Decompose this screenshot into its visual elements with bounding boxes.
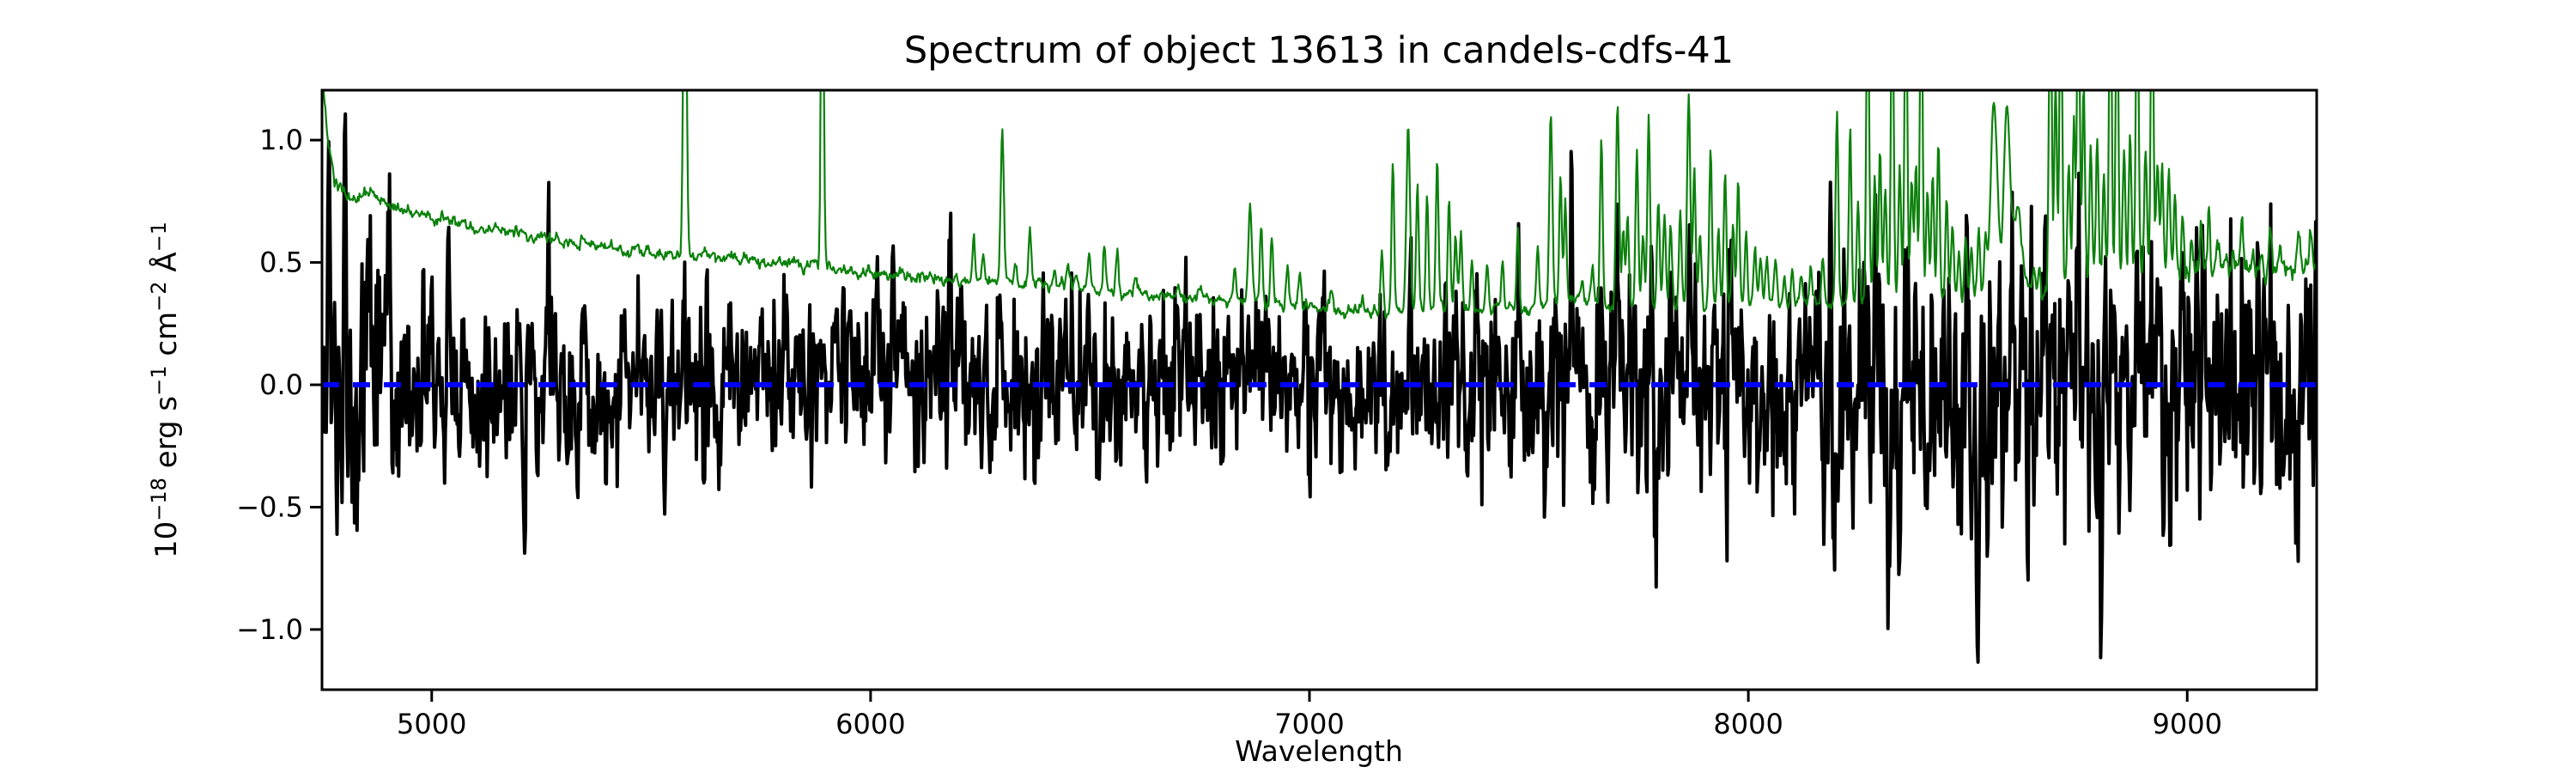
x-tick-label: 7000	[1274, 708, 1344, 740]
y-tick-label: −1.0	[236, 613, 303, 646]
y-axis-ticks: 1.0 0.5 0.0 −0.5 −1.0	[236, 124, 322, 646]
noise-series-line	[322, 90, 2317, 320]
x-axis-label: Wavelength	[1235, 734, 1403, 768]
y-axis-label: 10−18​ erg s−1​ cm−2​ Å−1​	[147, 222, 184, 558]
x-tick-label: 9000	[2153, 708, 2222, 740]
x-tick-label: 8000	[1713, 708, 1783, 740]
chart-title: Spectrum of object 13613 in candels-cdfs…	[904, 29, 1734, 72]
x-tick-label: 5000	[397, 708, 466, 740]
y-tick-label: −0.5	[236, 490, 303, 523]
flux-series-line	[322, 112, 2317, 664]
x-axis-ticks: 5000 6000 7000 8000 9000	[397, 690, 2222, 740]
y-tick-label: 0.5	[259, 247, 303, 279]
y-tick-label: 0.0	[259, 368, 303, 401]
plot-area	[322, 90, 2317, 664]
x-tick-label: 6000	[835, 708, 905, 740]
y-tick-label: 1.0	[259, 124, 303, 156]
plot-border	[320, 88, 2318, 691]
